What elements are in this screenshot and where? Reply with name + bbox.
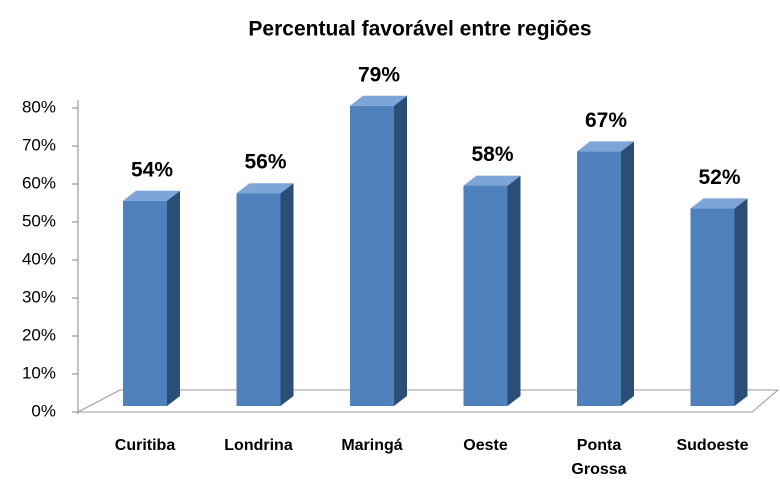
value-label: 52% [698, 166, 740, 189]
x-tick-label: Curitiba [115, 437, 176, 454]
chart-title: Percentual favorável entre regiões [248, 18, 591, 41]
bar-top [577, 141, 634, 152]
bar [690, 208, 735, 406]
floor [77, 389, 780, 413]
bar-top [690, 198, 748, 209]
bar-top [236, 183, 294, 194]
value-label: 54% [131, 158, 173, 181]
bar-top [350, 95, 407, 106]
y-tick-label: 70% [22, 135, 56, 154]
bar [350, 105, 394, 407]
y-tick-label: 0% [31, 401, 56, 420]
bar [236, 193, 281, 406]
value-label: 58% [471, 143, 513, 166]
y-tick-label: 30% [22, 287, 56, 306]
x-tick-label: Sudoeste [676, 437, 748, 454]
bar [463, 185, 508, 406]
bar [123, 200, 167, 406]
bar-top [463, 175, 521, 186]
x-tick-label: Maringá [341, 437, 402, 454]
y-tick-label: 80% [22, 97, 56, 116]
bar-side [280, 183, 294, 406]
y-tick-label: 10% [22, 363, 56, 382]
bar-side [507, 175, 521, 406]
value-label: 67% [585, 109, 627, 132]
value-label: 56% [244, 151, 286, 174]
bar [577, 151, 621, 406]
y-tick-label: 60% [22, 173, 56, 192]
x-tick-label: Londrina [224, 437, 293, 454]
bar-side [621, 141, 634, 406]
bar-side [734, 198, 748, 406]
bar-side [394, 95, 407, 407]
x-tick-label: Oeste [463, 437, 508, 454]
y-tick-label: 50% [22, 211, 56, 230]
y-tick-label: 20% [22, 325, 56, 344]
x-tick-label: Ponta Grossa [571, 437, 626, 478]
value-label: 79% [358, 63, 400, 86]
bar-side [167, 190, 180, 406]
y-tick-label: 40% [22, 249, 56, 268]
bar-top [123, 190, 180, 201]
